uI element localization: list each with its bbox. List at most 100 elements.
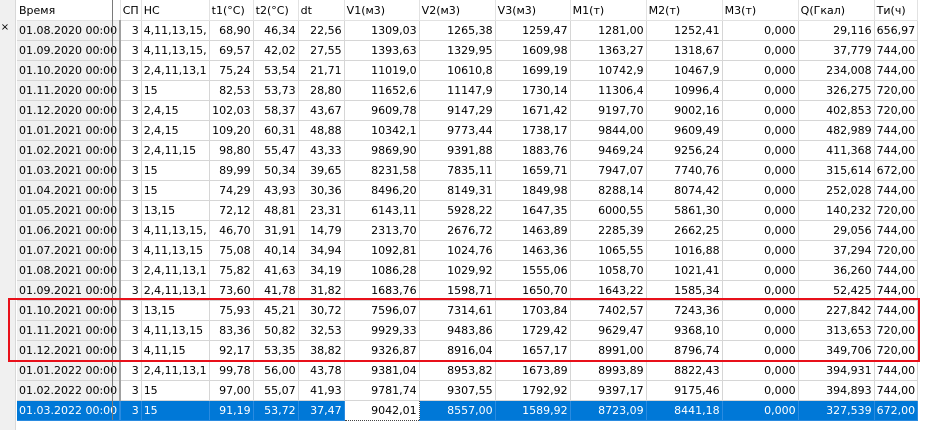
cell-v2[interactable]: 1265,38 bbox=[419, 20, 496, 41]
column-header-m3[interactable]: M3(т) bbox=[722, 0, 799, 21]
cell-q[interactable]: 140,232 bbox=[798, 200, 875, 221]
cell-v3[interactable]: 1657,17 bbox=[495, 340, 571, 361]
cell-m2[interactable]: 10467,9 bbox=[646, 60, 723, 81]
cell-time[interactable]: 01.01.2021 00:00 bbox=[17, 120, 122, 141]
cell-m3[interactable]: 0,000 bbox=[722, 280, 799, 301]
cell-t2[interactable]: 53,35 bbox=[253, 340, 299, 361]
cell-m1[interactable]: 1281,00 bbox=[570, 20, 647, 41]
cell-ti[interactable]: 744,00 bbox=[874, 60, 919, 81]
cell-m3[interactable]: 0,000 bbox=[722, 240, 799, 261]
cell-m1[interactable]: 6000,55 bbox=[570, 200, 647, 221]
cell-v3[interactable]: 1792,92 bbox=[495, 380, 571, 401]
cell-t2[interactable]: 31,91 bbox=[253, 220, 299, 241]
cell-dt[interactable]: 30,36 bbox=[298, 180, 345, 201]
cell-sp[interactable]: 3 bbox=[120, 180, 142, 201]
cell-t1[interactable]: 73,60 bbox=[209, 280, 254, 301]
cell-t2[interactable]: 50,82 bbox=[253, 320, 299, 341]
cell-ns[interactable]: 13,15 bbox=[141, 200, 210, 221]
cell-m2[interactable]: 1318,67 bbox=[646, 40, 723, 61]
cell-dt[interactable]: 27,55 bbox=[298, 40, 345, 61]
table-row[interactable]: 01.07.2021 00:00 3 4,11,13,15 75,08 40,14 34,… bbox=[17, 240, 919, 261]
cell-time[interactable]: 01.09.2020 00:00 bbox=[17, 40, 122, 61]
cell-ns[interactable]: 2,4,11,13,1 bbox=[141, 280, 210, 301]
cell-v2[interactable]: 7314,61 bbox=[419, 300, 496, 321]
column-header-m1[interactable]: M1(т) bbox=[570, 0, 647, 21]
cell-m1[interactable]: 11306,4 bbox=[570, 80, 647, 101]
cell-q[interactable]: 402,853 bbox=[798, 100, 875, 121]
cell-dt[interactable]: 41,93 bbox=[298, 380, 345, 401]
table-row[interactable]: 01.03.2021 00:00 3 15 89,99 50,34 39,65 8231,5… bbox=[17, 160, 919, 181]
cell-q[interactable]: 313,653 bbox=[798, 320, 875, 341]
cell-v1[interactable]: 8496,20 bbox=[344, 180, 420, 201]
cell-q[interactable]: 37,779 bbox=[798, 40, 875, 61]
cell-t1[interactable]: 72,12 bbox=[209, 200, 254, 221]
cell-v1[interactable]: 9042,01 bbox=[343, 400, 420, 421]
cell-time[interactable]: 01.03.2022 00:00 bbox=[17, 400, 122, 421]
cell-time[interactable]: 01.04.2021 00:00 bbox=[17, 180, 122, 201]
cell-m1[interactable]: 1065,55 bbox=[570, 240, 647, 261]
cell-sp[interactable]: 3 bbox=[120, 20, 142, 41]
cell-dt[interactable]: 37,47 bbox=[298, 400, 345, 421]
cell-q[interactable]: 315,614 bbox=[798, 160, 875, 181]
cell-m3[interactable]: 0,000 bbox=[722, 60, 799, 81]
cell-q[interactable]: 234,008 bbox=[798, 60, 875, 81]
cell-dt[interactable]: 28,80 bbox=[298, 80, 345, 101]
cell-v3[interactable]: 1609,98 bbox=[495, 40, 571, 61]
cell-q[interactable]: 29,116 bbox=[798, 20, 875, 41]
cell-t2[interactable]: 56,00 bbox=[253, 360, 299, 381]
cell-t2[interactable]: 55,07 bbox=[253, 380, 299, 401]
cell-sp[interactable]: 3 bbox=[120, 140, 142, 161]
cell-ti[interactable]: 720,00 bbox=[874, 340, 919, 361]
cell-ti[interactable]: 744,00 bbox=[874, 260, 919, 281]
cell-dt[interactable]: 22,56 bbox=[298, 20, 345, 41]
cell-m2[interactable]: 7243,36 bbox=[646, 300, 723, 321]
cell-t1[interactable]: 91,19 bbox=[209, 400, 254, 421]
cell-m1[interactable]: 1363,27 bbox=[570, 40, 647, 61]
cell-v2[interactable]: 2676,72 bbox=[419, 220, 496, 241]
cell-time[interactable]: 01.06.2021 00:00 bbox=[17, 220, 122, 241]
cell-ti[interactable]: 656,97 bbox=[874, 20, 919, 41]
cell-dt[interactable]: 39,65 bbox=[298, 160, 345, 181]
table-row[interactable]: 01.08.2020 00:00 3 4,11,13,15, 68,90 46,34 22… bbox=[17, 20, 919, 41]
cell-dt[interactable]: 30,72 bbox=[298, 300, 345, 321]
cell-ti[interactable]: 744,00 bbox=[874, 300, 919, 321]
cell-v3[interactable]: 1647,35 bbox=[495, 200, 571, 221]
cell-m1[interactable]: 7947,07 bbox=[570, 160, 647, 181]
cell-v1[interactable]: 11652,6 bbox=[344, 80, 420, 101]
cell-t1[interactable]: 83,36 bbox=[209, 320, 254, 341]
cell-q[interactable]: 326,275 bbox=[798, 80, 875, 101]
table-row[interactable]: 01.02.2022 00:00 3 15 97,00 55,07 41,93 9781,7… bbox=[17, 380, 919, 401]
cell-sp[interactable]: 3 bbox=[120, 120, 142, 141]
cell-ns[interactable]: 2,4,11,13,1 bbox=[141, 60, 210, 81]
column-header-time[interactable]: Время bbox=[17, 0, 121, 21]
cell-m3[interactable]: 0,000 bbox=[722, 400, 799, 421]
cell-v1[interactable]: 8231,58 bbox=[344, 160, 420, 181]
cell-time[interactable]: 01.01.2022 00:00 bbox=[17, 360, 122, 381]
cell-v3[interactable]: 1849,98 bbox=[495, 180, 571, 201]
cell-dt[interactable]: 32,53 bbox=[298, 320, 345, 341]
cell-v3[interactable]: 1699,19 bbox=[495, 60, 571, 81]
cell-t2[interactable]: 53,73 bbox=[253, 80, 299, 101]
cell-time[interactable]: 01.08.2021 00:00 bbox=[17, 260, 122, 281]
cell-ns[interactable]: 4,11,13,15, bbox=[141, 20, 210, 41]
cell-m2[interactable]: 9609,49 bbox=[646, 120, 723, 141]
cell-t2[interactable]: 55,47 bbox=[253, 140, 299, 161]
cell-sp[interactable]: 3 bbox=[120, 160, 142, 181]
cell-ti[interactable]: 720,00 bbox=[874, 100, 919, 121]
cell-sp[interactable]: 3 bbox=[120, 60, 142, 81]
cell-m3[interactable]: 0,000 bbox=[722, 260, 799, 281]
cell-time[interactable]: 01.10.2021 00:00 bbox=[17, 300, 122, 321]
cell-t2[interactable]: 60,31 bbox=[253, 120, 299, 141]
cell-v2[interactable]: 1329,95 bbox=[419, 40, 496, 61]
cell-v3[interactable]: 1729,42 bbox=[495, 320, 571, 341]
cell-q[interactable]: 36,260 bbox=[798, 260, 875, 281]
cell-ns[interactable]: 2,4,11,13,1 bbox=[141, 260, 210, 281]
cell-dt[interactable]: 38,82 bbox=[298, 340, 345, 361]
cell-v1[interactable]: 1393,63 bbox=[344, 40, 420, 61]
cell-m3[interactable]: 0,000 bbox=[722, 180, 799, 201]
cell-v2[interactable]: 8953,82 bbox=[419, 360, 496, 381]
cell-q[interactable]: 349,706 bbox=[798, 340, 875, 361]
cell-q[interactable]: 252,028 bbox=[798, 180, 875, 201]
table-row[interactable]: 01.09.2020 00:00 3 4,11,13,15, 69,57 42,02 27… bbox=[17, 40, 919, 61]
cell-m3[interactable]: 0,000 bbox=[722, 220, 799, 241]
